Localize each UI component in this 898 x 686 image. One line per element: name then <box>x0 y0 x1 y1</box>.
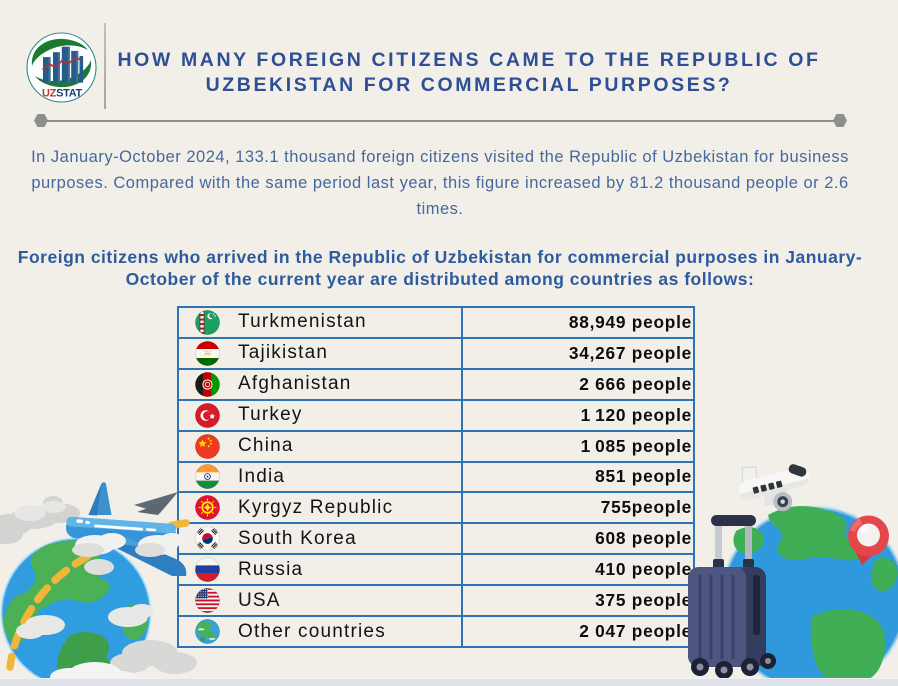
svg-text:UZSTAT: UZSTAT <box>42 88 83 100</box>
